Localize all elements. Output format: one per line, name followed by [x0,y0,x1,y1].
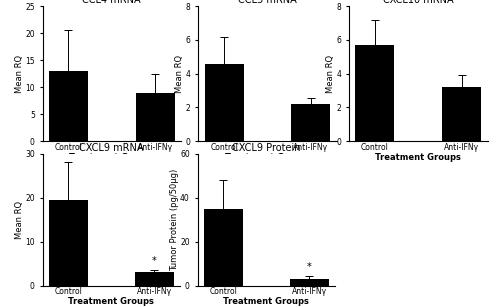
Y-axis label: Mean RQ: Mean RQ [15,55,24,93]
X-axis label: Treatment Groups: Treatment Groups [224,297,309,306]
Bar [292,104,331,141]
X-axis label: Treatment Groups: Treatment Groups [376,153,462,162]
Bar [204,64,244,141]
Text: *: * [152,256,156,266]
Bar [135,272,174,286]
Title: CXCL9 mRNA: CXCL9 mRNA [79,143,144,153]
Title: CXCL10 mRNA: CXCL10 mRNA [383,0,454,5]
X-axis label: Treatment Groups: Treatment Groups [68,153,154,162]
Bar [356,45,395,141]
Bar [290,279,329,286]
Y-axis label: Mean RQ: Mean RQ [14,200,24,239]
Bar [442,87,481,141]
Y-axis label: Tumor Protein (pg/50μg): Tumor Protein (pg/50μg) [170,168,178,271]
X-axis label: Treatment Groups: Treatment Groups [68,297,154,306]
Title: CXCL9 Protein: CXCL9 Protein [232,143,300,153]
Title: CCL4 mRNA: CCL4 mRNA [82,0,141,5]
Bar [49,200,88,286]
Y-axis label: Mean RQ: Mean RQ [176,55,184,93]
Bar [136,93,174,141]
Y-axis label: Mean RQ: Mean RQ [326,55,336,93]
Bar [49,71,88,141]
Text: *: * [307,262,312,272]
X-axis label: Treatment Groups: Treatment Groups [224,153,310,162]
Bar [204,208,242,286]
Title: CCL5 mRNA: CCL5 mRNA [238,0,297,5]
